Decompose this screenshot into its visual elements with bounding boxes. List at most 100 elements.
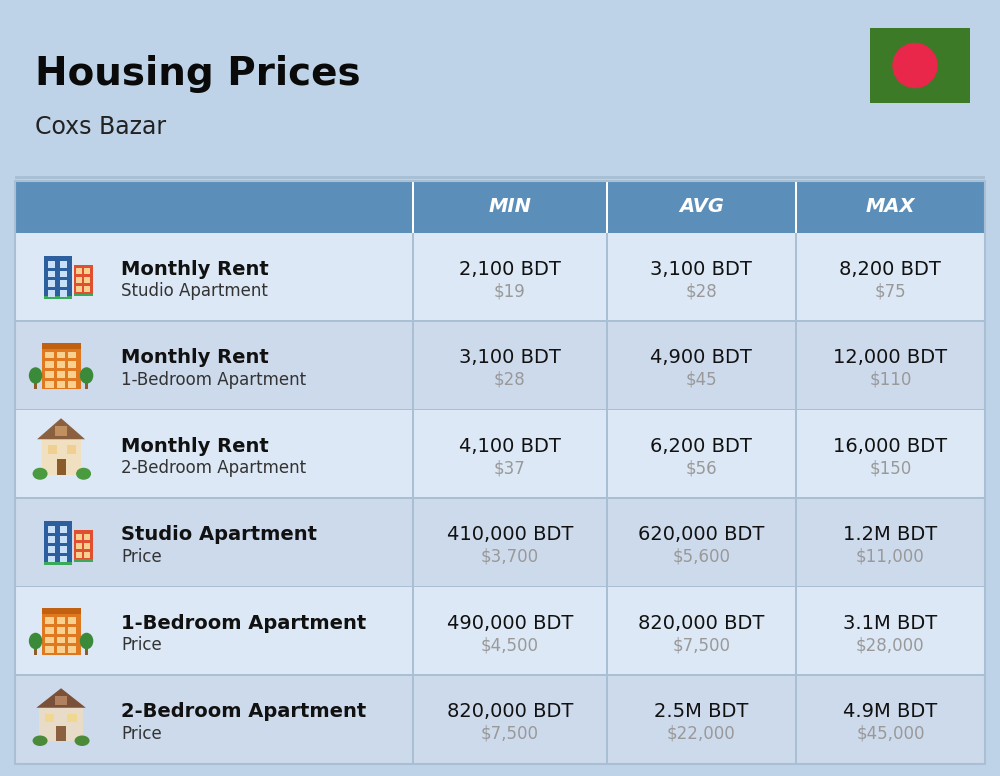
Bar — [55, 696, 67, 705]
Bar — [48, 536, 55, 542]
Text: 410,000 BDT: 410,000 BDT — [447, 525, 573, 544]
Bar — [48, 261, 55, 268]
Text: $28: $28 — [685, 282, 717, 300]
Polygon shape — [36, 688, 86, 708]
Text: $28: $28 — [494, 371, 526, 389]
Bar — [795, 587, 797, 675]
Bar — [15, 675, 985, 764]
Bar — [15, 587, 985, 675]
Bar — [606, 321, 608, 410]
Bar — [68, 371, 76, 378]
Bar — [57, 636, 65, 643]
Text: 820,000 BDT: 820,000 BDT — [447, 702, 573, 721]
Bar — [55, 426, 67, 435]
Bar — [76, 286, 82, 293]
Text: 2.5M BDT: 2.5M BDT — [654, 702, 748, 721]
Bar — [68, 646, 76, 653]
Bar — [48, 546, 55, 553]
Text: $45: $45 — [685, 371, 717, 389]
Text: $11,000: $11,000 — [856, 548, 925, 566]
Bar — [45, 636, 54, 643]
Bar — [68, 352, 76, 359]
Ellipse shape — [29, 367, 42, 384]
Bar — [84, 268, 90, 274]
Bar — [45, 352, 54, 359]
Text: $3,700: $3,700 — [481, 548, 539, 566]
Bar — [44, 562, 72, 564]
Bar — [74, 294, 93, 296]
Bar — [74, 530, 93, 562]
Bar — [76, 534, 82, 540]
Bar — [84, 277, 90, 283]
Bar — [68, 627, 76, 633]
Text: $37: $37 — [494, 459, 526, 477]
Bar — [44, 255, 72, 299]
Text: Housing Prices: Housing Prices — [35, 55, 361, 93]
Bar — [795, 233, 797, 321]
Bar — [67, 445, 76, 454]
Bar — [795, 498, 797, 587]
Text: $4,500: $4,500 — [481, 636, 539, 654]
Text: $45,000: $45,000 — [856, 725, 925, 743]
Bar — [57, 617, 65, 624]
Ellipse shape — [33, 468, 48, 480]
Text: $22,000: $22,000 — [667, 725, 736, 743]
Bar — [15, 181, 985, 764]
Text: $7,500: $7,500 — [481, 725, 539, 743]
Ellipse shape — [33, 736, 48, 746]
Text: 3,100 BDT: 3,100 BDT — [650, 260, 752, 279]
Bar — [60, 556, 67, 563]
Bar — [15, 763, 985, 764]
Text: Monthly Rent: Monthly Rent — [121, 260, 269, 279]
Text: 6,200 BDT: 6,200 BDT — [650, 437, 752, 456]
Bar — [15, 176, 985, 179]
Bar — [795, 321, 797, 410]
Bar — [412, 410, 414, 498]
Bar — [606, 181, 608, 233]
Bar — [60, 261, 67, 268]
Bar — [76, 268, 82, 274]
Bar — [34, 380, 37, 389]
Bar — [796, 181, 985, 233]
Text: Monthly Rent: Monthly Rent — [121, 348, 269, 367]
Text: $19: $19 — [494, 282, 526, 300]
Text: 16,000 BDT: 16,000 BDT — [833, 437, 947, 456]
Text: 3.1M BDT: 3.1M BDT — [843, 614, 938, 632]
Bar — [68, 636, 76, 643]
Bar — [67, 714, 77, 722]
Bar — [795, 675, 797, 764]
Bar — [45, 714, 54, 722]
Text: 4,900 BDT: 4,900 BDT — [650, 348, 752, 367]
Bar — [76, 552, 82, 558]
Bar — [606, 498, 608, 587]
Bar — [606, 410, 608, 498]
Bar — [412, 675, 414, 764]
Bar — [606, 587, 608, 675]
Text: MAX: MAX — [866, 198, 915, 217]
Bar — [15, 410, 985, 498]
Bar — [48, 556, 55, 563]
Bar — [42, 342, 81, 348]
Bar — [42, 439, 81, 475]
Bar — [412, 181, 414, 233]
Bar — [56, 726, 66, 741]
Bar — [60, 546, 67, 553]
Bar — [76, 277, 82, 283]
Text: MIN: MIN — [488, 198, 531, 217]
Text: 3,100 BDT: 3,100 BDT — [459, 348, 561, 367]
Text: 2-Bedroom Apartment: 2-Bedroom Apartment — [121, 459, 306, 477]
Bar — [48, 290, 55, 296]
Text: Monthly Rent: Monthly Rent — [121, 437, 269, 456]
Text: $5,600: $5,600 — [672, 548, 730, 566]
Bar — [42, 342, 81, 389]
Bar — [606, 675, 608, 764]
Bar — [45, 362, 54, 368]
Bar — [57, 627, 65, 633]
Text: $56: $56 — [685, 459, 717, 477]
Bar — [795, 181, 797, 233]
Bar — [45, 646, 54, 653]
Bar — [39, 708, 83, 741]
Text: Price: Price — [121, 725, 162, 743]
Ellipse shape — [75, 736, 90, 746]
Bar — [44, 521, 72, 564]
